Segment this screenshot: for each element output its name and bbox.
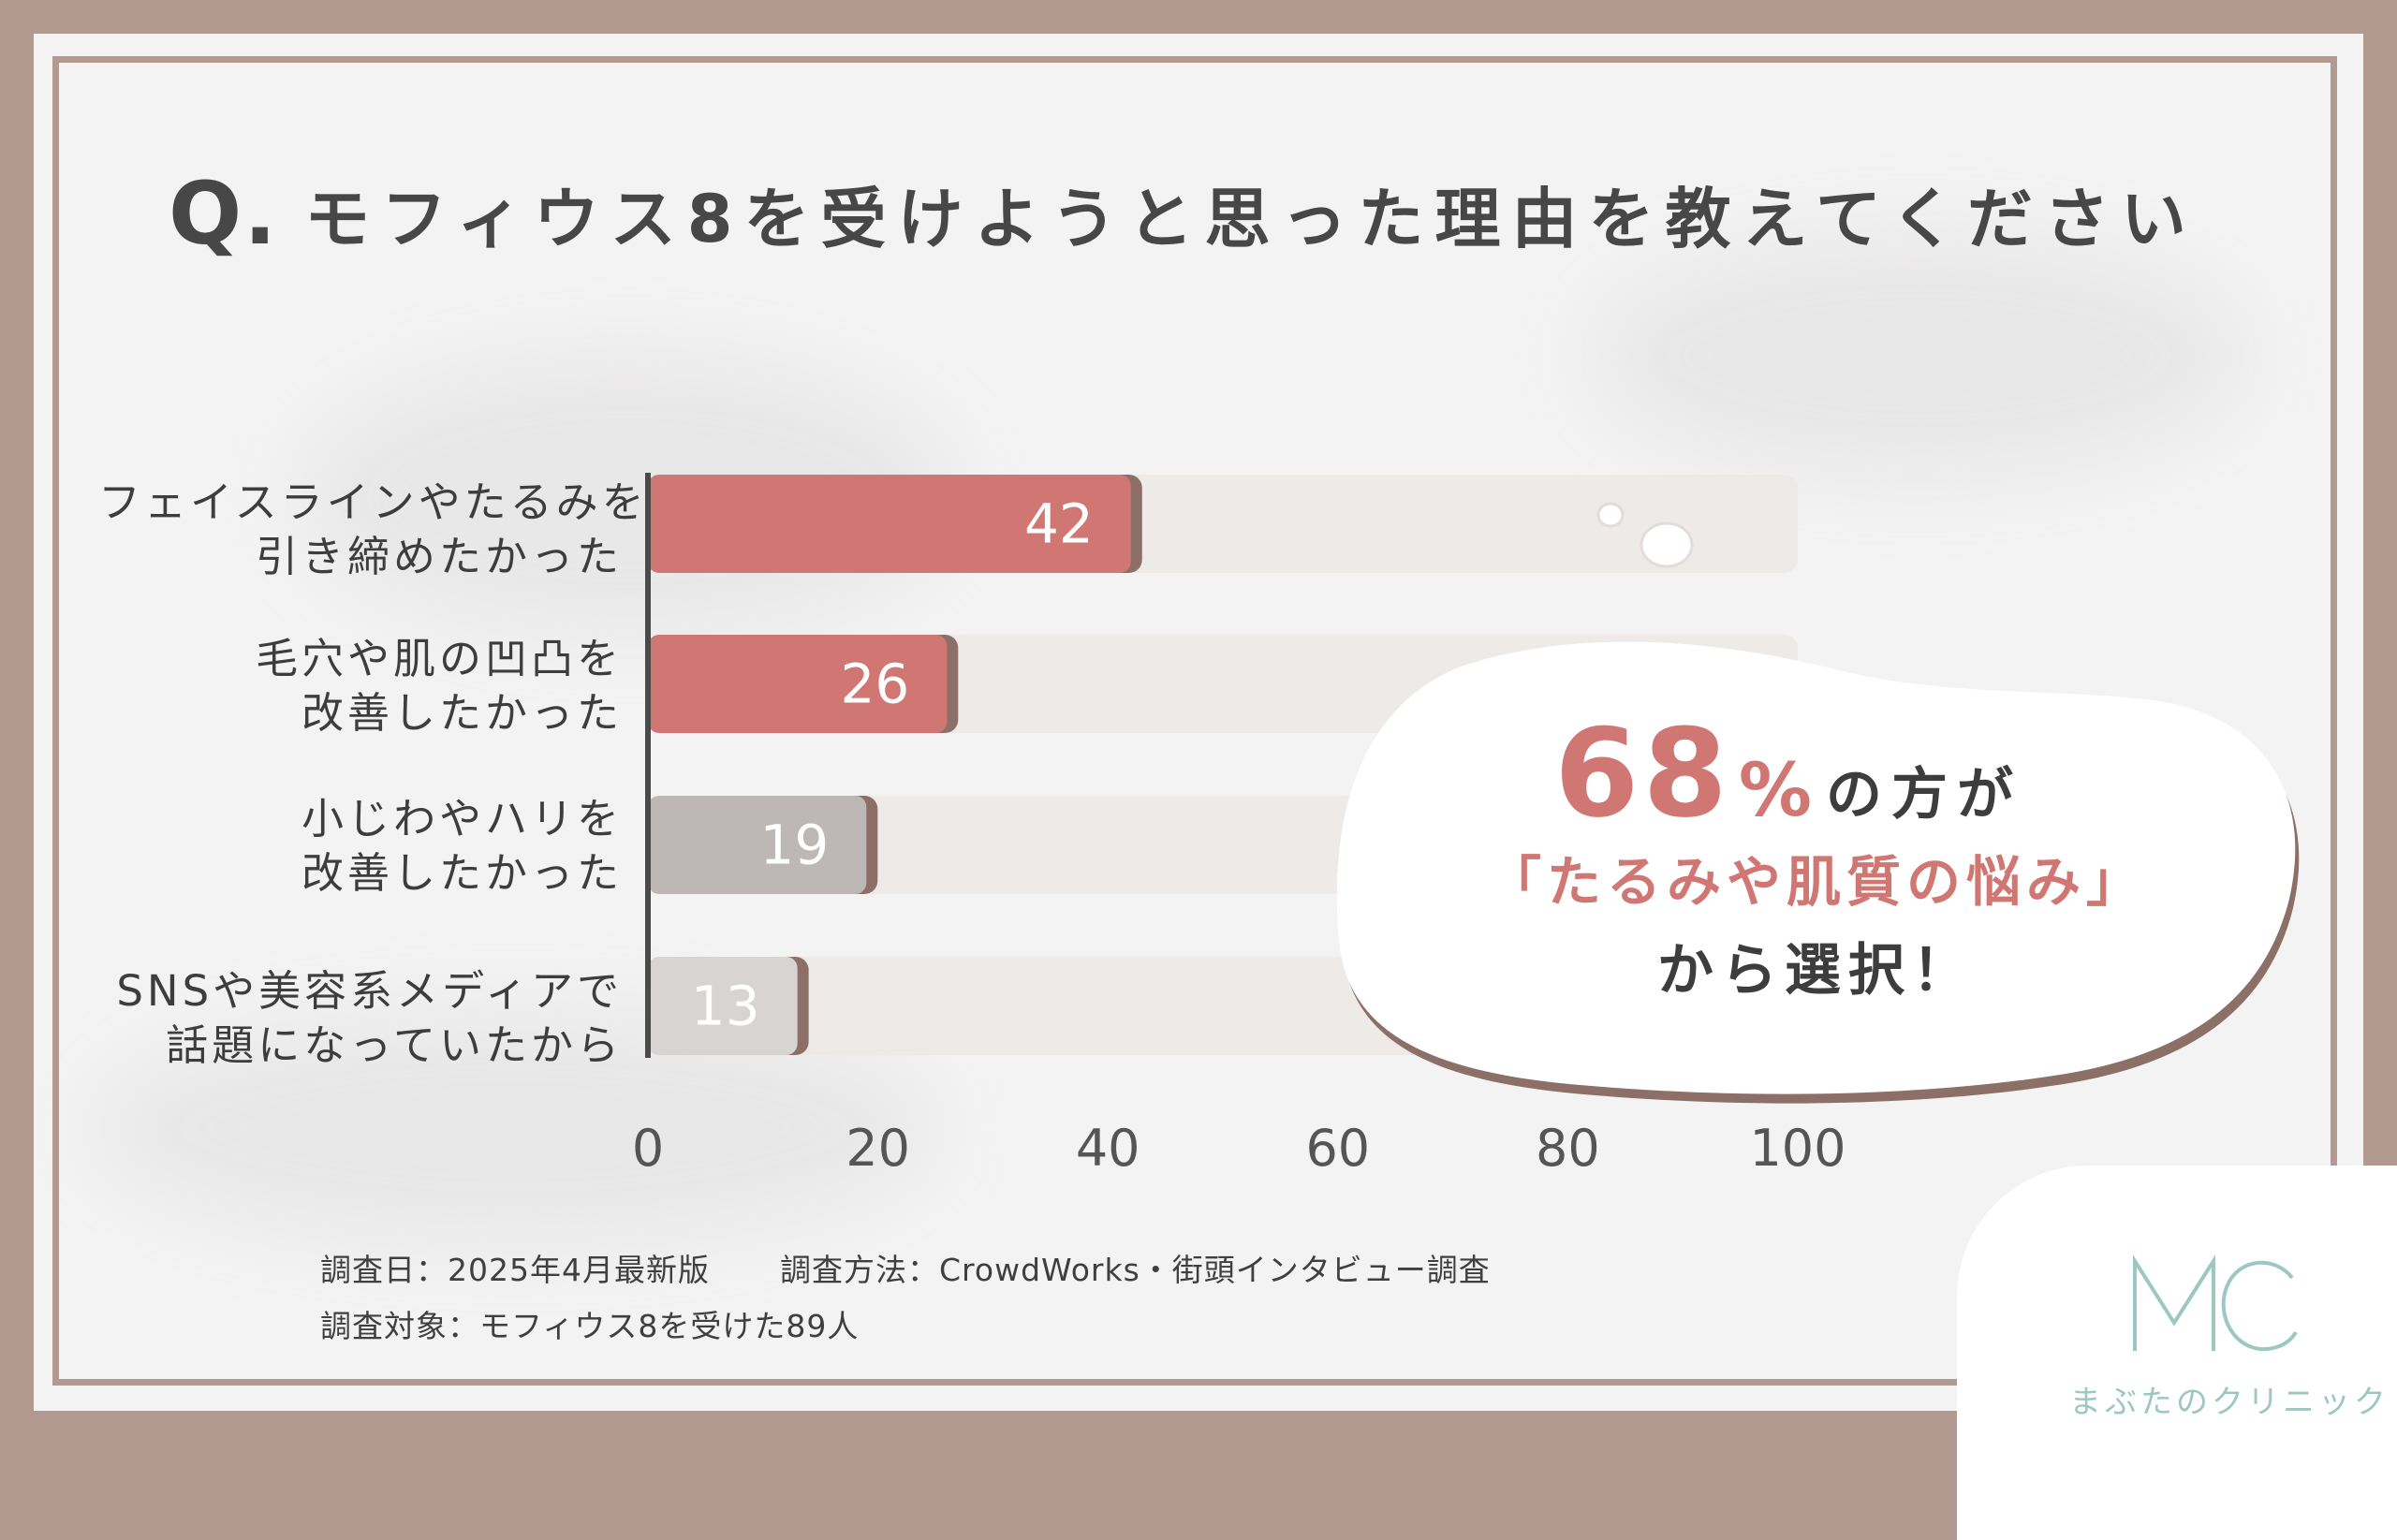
callout-bubble — [1336, 641, 2296, 1094]
x-tick-label: 40 — [1076, 1119, 1140, 1178]
footnote-method: 調査方法：CrowdWorks・街頭インタビュー調査 — [780, 1252, 1491, 1288]
x-tick-label: 80 — [1536, 1119, 1600, 1178]
bar — [648, 957, 798, 1055]
bar — [648, 635, 948, 733]
x-tick-label: 0 — [632, 1119, 664, 1178]
callout-from-text: から選択！ — [1657, 938, 1976, 1004]
bar-value-label: 19 — [760, 814, 830, 877]
bar — [648, 796, 867, 894]
bar — [648, 475, 1131, 573]
bar-value-label: 42 — [1024, 492, 1094, 556]
bar-chart: 42 26 19 13 0 20 40 60 80 100 — [632, 473, 2300, 1178]
x-tick-label: 100 — [1749, 1119, 1846, 1178]
callout-percentage: 68% — [1554, 702, 1816, 844]
footnote-target: 調査対象：モフィウス8を受けた89人 — [320, 1308, 860, 1344]
x-tick-label: 20 — [846, 1119, 910, 1178]
footnote-date: 調査日：2025年4月最新版 — [320, 1252, 710, 1288]
question-text: モフィウス8を受けようと思った理由を教えてください — [304, 180, 2198, 257]
bar-value-label: 13 — [691, 975, 760, 1038]
question-mark: Q. — [169, 163, 279, 264]
y-axis-line — [645, 473, 651, 1058]
callout-pct-suffix: の方が — [1826, 762, 2022, 828]
callout-quote: 「たるみや肌質の悩み」 — [1486, 850, 2146, 914]
category-label: SNSや美容系メディアで 話題になっていたから — [116, 966, 623, 1070]
decorative-dots — [1596, 502, 1694, 568]
inner-border — [52, 56, 2337, 1386]
category-label: 小じわやハリを 改善したかった — [301, 794, 623, 898]
question-title: Q. モフィウス8を受けようと思った理由を教えてください — [169, 157, 2198, 270]
logo-text: まぶたのクリニック — [2069, 1384, 2390, 1421]
category-label: フェイスラインやたるみを 引き締めたかった — [98, 477, 648, 581]
category-label: 毛穴や肌の凹凸を 改善したかった — [255, 634, 623, 738]
bar-value-label: 26 — [840, 653, 909, 716]
background-shadow — [1592, 234, 2247, 477]
logo-mark — [2133, 1254, 2298, 1352]
x-tick-label: 60 — [1305, 1119, 1370, 1178]
